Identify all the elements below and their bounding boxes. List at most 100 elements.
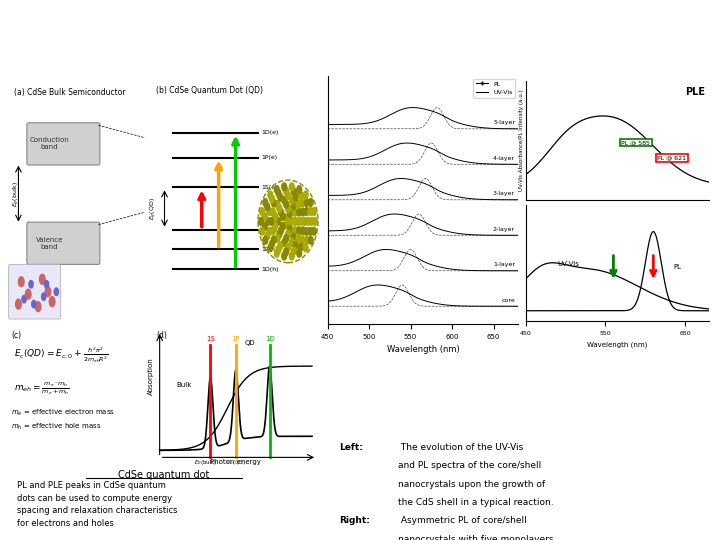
Circle shape bbox=[289, 218, 293, 225]
Circle shape bbox=[260, 227, 264, 235]
Text: Photon energy: Photon energy bbox=[210, 460, 261, 465]
Circle shape bbox=[297, 249, 302, 257]
Circle shape bbox=[308, 199, 313, 206]
Circle shape bbox=[279, 208, 284, 216]
Circle shape bbox=[277, 231, 282, 238]
Circle shape bbox=[299, 192, 303, 200]
Text: Absorption: Absorption bbox=[148, 357, 154, 395]
Circle shape bbox=[269, 240, 274, 248]
Circle shape bbox=[308, 227, 312, 235]
Circle shape bbox=[22, 295, 26, 303]
Circle shape bbox=[284, 187, 289, 195]
Circle shape bbox=[40, 274, 45, 284]
Circle shape bbox=[271, 227, 275, 235]
Circle shape bbox=[292, 227, 297, 234]
Circle shape bbox=[277, 205, 282, 212]
Circle shape bbox=[292, 188, 296, 195]
Circle shape bbox=[16, 299, 22, 309]
Circle shape bbox=[300, 199, 305, 207]
Circle shape bbox=[282, 183, 287, 191]
Circle shape bbox=[45, 280, 49, 288]
Circle shape bbox=[289, 197, 294, 204]
Circle shape bbox=[286, 244, 290, 252]
Text: $E_c(QD) = E_{c,0} + \frac{\hbar^2 \pi^2}{2m_{eh}R^2}$: $E_c(QD) = E_{c,0} + \frac{\hbar^2 \pi^2… bbox=[14, 345, 109, 364]
Circle shape bbox=[302, 218, 307, 225]
Circle shape bbox=[269, 218, 274, 225]
Text: $E_0$(QD): $E_0$(QD) bbox=[225, 458, 246, 468]
Circle shape bbox=[42, 293, 46, 300]
Text: Asymmetric PL of core/shell: Asymmetric PL of core/shell bbox=[397, 516, 526, 525]
Text: Right:: Right: bbox=[339, 516, 370, 525]
Text: Energy levels in quantum dots: Energy levels in quantum dots bbox=[8, 21, 531, 50]
Circle shape bbox=[286, 205, 290, 213]
Text: 1D(h): 1D(h) bbox=[261, 267, 279, 272]
Legend: PL, UV-Vis: PL, UV-Vis bbox=[474, 79, 516, 98]
Circle shape bbox=[292, 247, 296, 255]
Circle shape bbox=[50, 296, 55, 307]
X-axis label: Wavelength (nm): Wavelength (nm) bbox=[387, 345, 459, 354]
Text: The evolution of the UV-Vis: The evolution of the UV-Vis bbox=[397, 443, 523, 452]
Text: PL and PLE peaks in CdSe quantum
dots can be used to compute energy
spacing and : PL and PLE peaks in CdSe quantum dots ca… bbox=[17, 481, 177, 528]
Circle shape bbox=[312, 218, 318, 225]
Circle shape bbox=[284, 200, 289, 208]
Text: UV-Vis: UV-Vis bbox=[557, 261, 580, 267]
Circle shape bbox=[309, 218, 314, 225]
Text: nanocrystals upon the growth of: nanocrystals upon the growth of bbox=[397, 480, 545, 489]
Circle shape bbox=[296, 200, 301, 208]
Circle shape bbox=[265, 232, 270, 240]
Circle shape bbox=[278, 241, 283, 249]
Text: 2-layer: 2-layer bbox=[493, 227, 515, 232]
Circle shape bbox=[286, 230, 290, 238]
Circle shape bbox=[284, 221, 289, 228]
Text: and PL spectra of the core/shell: and PL spectra of the core/shell bbox=[397, 461, 541, 470]
Circle shape bbox=[265, 203, 270, 211]
Circle shape bbox=[258, 218, 264, 225]
Circle shape bbox=[273, 222, 278, 230]
Circle shape bbox=[278, 193, 283, 201]
Circle shape bbox=[267, 207, 271, 215]
Circle shape bbox=[289, 239, 294, 246]
Text: Conduction
band: Conduction band bbox=[30, 137, 69, 151]
Circle shape bbox=[308, 207, 312, 215]
Circle shape bbox=[32, 300, 36, 308]
Circle shape bbox=[287, 210, 292, 218]
Circle shape bbox=[287, 225, 292, 233]
Circle shape bbox=[263, 199, 268, 206]
Text: $m_{eh} = \frac{m_e \cdot m_h}{m_e + m_h}$: $m_{eh} = \frac{m_e \cdot m_h}{m_e + m_h… bbox=[14, 380, 70, 397]
Circle shape bbox=[305, 237, 309, 244]
Text: 1-layer: 1-layer bbox=[493, 262, 515, 267]
Circle shape bbox=[289, 183, 294, 191]
Circle shape bbox=[271, 208, 275, 216]
Circle shape bbox=[268, 244, 273, 252]
FancyBboxPatch shape bbox=[9, 265, 60, 319]
Circle shape bbox=[276, 190, 281, 197]
Circle shape bbox=[19, 277, 24, 287]
Circle shape bbox=[35, 302, 41, 312]
Circle shape bbox=[305, 207, 309, 215]
Circle shape bbox=[305, 199, 309, 206]
Text: 1S(e): 1S(e) bbox=[261, 185, 277, 190]
Circle shape bbox=[284, 234, 289, 242]
Circle shape bbox=[306, 218, 310, 225]
Circle shape bbox=[291, 202, 296, 210]
Circle shape bbox=[276, 218, 281, 225]
Circle shape bbox=[308, 237, 313, 244]
Circle shape bbox=[271, 236, 276, 244]
Text: 1S: 1S bbox=[206, 336, 215, 342]
Circle shape bbox=[297, 227, 302, 234]
Circle shape bbox=[269, 195, 274, 203]
X-axis label: Wavelength (nm): Wavelength (nm) bbox=[588, 342, 647, 348]
Text: QD: QD bbox=[244, 340, 255, 346]
Text: the CdS shell in a typical reaction.: the CdS shell in a typical reaction. bbox=[397, 498, 553, 507]
Circle shape bbox=[292, 208, 297, 216]
Circle shape bbox=[284, 248, 289, 256]
Circle shape bbox=[275, 200, 280, 208]
Text: PL: PL bbox=[673, 264, 681, 269]
Circle shape bbox=[280, 222, 285, 230]
Circle shape bbox=[275, 234, 280, 242]
Circle shape bbox=[273, 213, 278, 220]
Text: $E_0$(bulk): $E_0$(bulk) bbox=[194, 458, 217, 468]
Text: 1D: 1D bbox=[265, 336, 274, 342]
Text: 1S(h): 1S(h) bbox=[261, 227, 277, 232]
Text: core: core bbox=[501, 298, 515, 303]
